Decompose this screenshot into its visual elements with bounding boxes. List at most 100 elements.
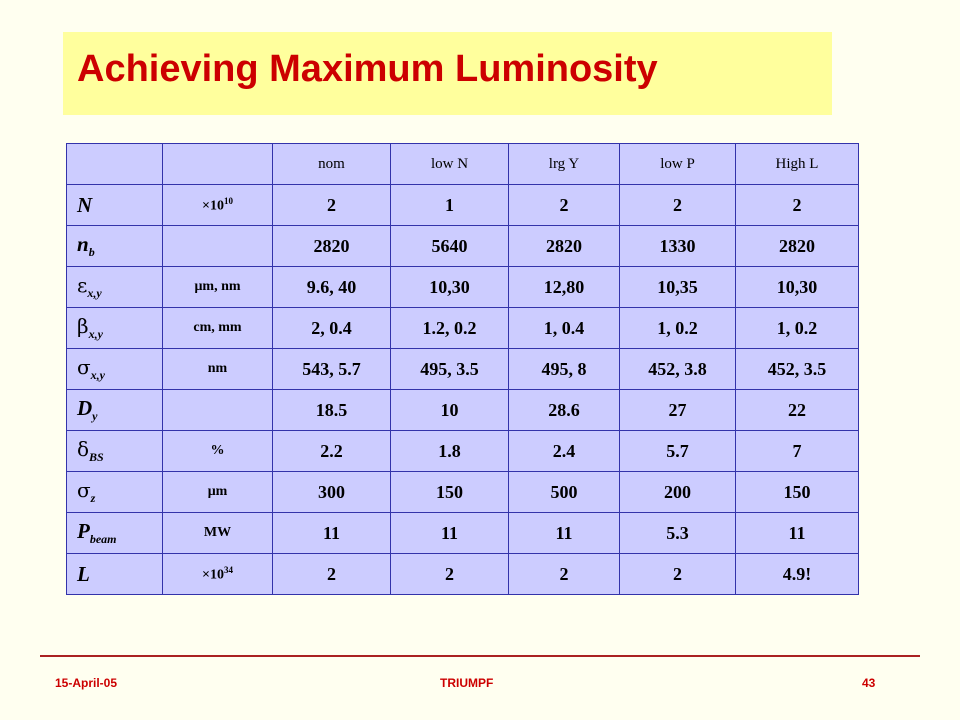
unit-text: % bbox=[210, 443, 225, 458]
table-cell: 11 bbox=[508, 512, 620, 554]
symbol-main: σ bbox=[77, 354, 91, 379]
parameter-symbol: βx,y bbox=[66, 307, 163, 349]
table-cell: 18.5 bbox=[272, 389, 391, 431]
unit-exponent: 10 bbox=[223, 195, 233, 206]
table-cell: 1.2, 0.2 bbox=[390, 307, 509, 349]
table-cell: 2 bbox=[735, 184, 859, 226]
parameter-unit: % bbox=[162, 430, 273, 472]
table-header-row: nom low N lrg Y low P High L bbox=[66, 143, 859, 185]
symbol-subscript: x,y bbox=[90, 368, 105, 383]
symbol-subscript: beam bbox=[89, 532, 117, 547]
unit-text: ×10 bbox=[202, 198, 224, 214]
table-cell: 452, 3.8 bbox=[619, 348, 736, 390]
unit-text: ×10 bbox=[202, 567, 224, 583]
parameter-unit: μm bbox=[162, 471, 273, 513]
parameter-symbol: σx,y bbox=[66, 348, 163, 390]
symbol-main: P bbox=[77, 518, 90, 543]
table-cell: 9.6, 40 bbox=[272, 266, 391, 308]
table-cell: 11 bbox=[272, 512, 391, 554]
table-cell: 2 bbox=[508, 184, 620, 226]
table-cell: 11 bbox=[390, 512, 509, 554]
table-cell: 2 bbox=[272, 553, 391, 595]
symbol-main: n bbox=[77, 231, 89, 256]
parameter-table: nom low N lrg Y low P High L N ×1010 2 1 2 2 2… bbox=[66, 143, 859, 595]
symbol-main: σ bbox=[77, 477, 91, 502]
table-cell: 2820 bbox=[508, 225, 620, 267]
table-cell: 11 bbox=[735, 512, 859, 554]
parameter-unit bbox=[162, 225, 273, 267]
table-cell: 27 bbox=[619, 389, 736, 431]
unit-text: MW bbox=[203, 525, 232, 540]
table-cell: 1 bbox=[390, 184, 509, 226]
table-cell: 10,35 bbox=[619, 266, 736, 308]
unit-text: cm, mm bbox=[193, 320, 242, 335]
symbol-subscript: x,y bbox=[88, 327, 103, 342]
unit-text: nm bbox=[207, 361, 228, 376]
footer-page-number: 43 bbox=[862, 676, 876, 690]
parameter-unit: MW bbox=[162, 512, 273, 554]
table-cell: 1, 0.2 bbox=[619, 307, 736, 349]
table-cell: 7 bbox=[735, 430, 859, 472]
parameter-symbol: L bbox=[66, 553, 163, 595]
unit-exponent: 34 bbox=[223, 564, 233, 575]
footer-org: TRIUMPF bbox=[440, 676, 494, 690]
symbol-main: δ bbox=[77, 436, 90, 461]
unit-text: μm bbox=[207, 484, 228, 499]
parameter-unit: ×1034 bbox=[162, 553, 273, 595]
parameter-unit: μm, nm bbox=[162, 266, 273, 308]
table-cell: 1330 bbox=[619, 225, 736, 267]
table-cell: 2.2 bbox=[272, 430, 391, 472]
symbol-main: ε bbox=[77, 272, 88, 297]
table-cell: 4.9! bbox=[735, 553, 859, 595]
table-cell: 2 bbox=[390, 553, 509, 595]
symbol-subscript: BS bbox=[89, 450, 104, 465]
parameter-unit: cm, mm bbox=[162, 307, 273, 349]
table-cell: 1, 0.2 bbox=[735, 307, 859, 349]
symbol-subscript: z bbox=[90, 491, 96, 506]
table-cell: 543, 5.7 bbox=[272, 348, 391, 390]
table-cell: 5640 bbox=[390, 225, 509, 267]
table-cell: 200 bbox=[619, 471, 736, 513]
table-cell: 150 bbox=[735, 471, 859, 513]
table-cell: 2 bbox=[619, 553, 736, 595]
table-cell: 2820 bbox=[735, 225, 859, 267]
column-header: low P bbox=[619, 143, 736, 185]
table-row: Pbeam MW 11 11 11 5.3 11 bbox=[66, 512, 859, 554]
table-cell: 10,30 bbox=[735, 266, 859, 308]
table-row: εx,y μm, nm 9.6, 40 10,30 12,80 10,35 10,30 bbox=[66, 266, 859, 308]
table-cell: 22 bbox=[735, 389, 859, 431]
table-cell: 495, 3.5 bbox=[390, 348, 509, 390]
table-cell: 1, 0.4 bbox=[508, 307, 620, 349]
symbol-main: L bbox=[77, 561, 90, 586]
table-row: N ×1010 2 1 2 2 2 bbox=[66, 184, 859, 226]
parameter-symbol: εx,y bbox=[66, 266, 163, 308]
table-cell: 452, 3.5 bbox=[735, 348, 859, 390]
table-cell: 495, 8 bbox=[508, 348, 620, 390]
table-row: σz μm 300 150 500 200 150 bbox=[66, 471, 859, 513]
parameter-unit bbox=[162, 389, 273, 431]
symbol-main: N bbox=[77, 192, 93, 217]
table-cell: 150 bbox=[390, 471, 509, 513]
table-cell: 2 bbox=[508, 553, 620, 595]
parameter-symbol: σz bbox=[66, 471, 163, 513]
symbol-subscript: y bbox=[92, 409, 98, 424]
table-cell: 10,30 bbox=[390, 266, 509, 308]
symbol-main: β bbox=[77, 313, 89, 338]
table-row: Dy 18.5 10 28.6 27 22 bbox=[66, 389, 859, 431]
table-cell: 2 bbox=[272, 184, 391, 226]
title-box: Achieving Maximum Luminosity bbox=[63, 32, 832, 115]
header-blank-symbol bbox=[66, 143, 163, 185]
unit-text: μm, nm bbox=[194, 279, 241, 294]
column-header: lrg Y bbox=[508, 143, 620, 185]
table-cell: 2.4 bbox=[508, 430, 620, 472]
column-header: nom bbox=[272, 143, 391, 185]
table-row: βx,y cm, mm 2, 0.4 1.2, 0.2 1, 0.4 1, 0.2 1, 0… bbox=[66, 307, 859, 349]
table-cell: 500 bbox=[508, 471, 620, 513]
parameter-symbol: Dy bbox=[66, 389, 163, 431]
table-row: δBS% 2.2 1.8 2.4 5.7 7 bbox=[66, 430, 859, 472]
parameter-unit: ×1010 bbox=[162, 184, 273, 226]
table-cell: 300 bbox=[272, 471, 391, 513]
table-row: σx,y nm 543, 5.7 495, 3.5 495, 8 452, 3.8 452,… bbox=[66, 348, 859, 390]
table-cell: 12,80 bbox=[508, 266, 620, 308]
slide-title: Achieving Maximum Luminosity bbox=[77, 48, 658, 90]
